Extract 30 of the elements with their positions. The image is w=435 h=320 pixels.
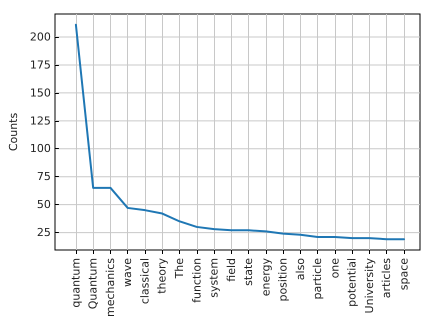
- x-tick-label: function: [190, 258, 204, 303]
- x-tick-label: University: [362, 257, 376, 314]
- x-tick-label: state: [242, 258, 256, 286]
- x-tick-label: Quantum: [86, 258, 100, 310]
- x-tick-label: wave: [121, 258, 134, 287]
- x-tick-label: theory: [156, 257, 169, 294]
- x-tick-label: system: [208, 258, 221, 298]
- x-tick-label: field: [224, 258, 238, 282]
- x-tick-label: The: [173, 258, 186, 280]
- y-tick-label: 100: [30, 142, 51, 156]
- x-tick-label: one: [328, 258, 342, 278]
- x-tick-label: also: [294, 258, 307, 280]
- x-tick-label: potential: [346, 258, 359, 307]
- y-tick-label: 175: [30, 58, 51, 72]
- y-tick-label: 125: [30, 114, 51, 128]
- x-tick-label: energy: [259, 257, 272, 296]
- y-tick-label: 150: [30, 86, 51, 100]
- y-tick-label: 50: [36, 198, 51, 212]
- line-series: [74, 24, 405, 240]
- x-tick-label: articles: [380, 258, 394, 298]
- x-tick-label: position: [276, 258, 290, 302]
- x-tick-label: quantum: [69, 258, 82, 308]
- x-tick-label: mechanics: [104, 258, 117, 318]
- y-tick-label: 75: [36, 170, 51, 184]
- x-tick-label: classical: [138, 258, 152, 304]
- x-tick-label: particle: [311, 258, 324, 300]
- x-tick-label: space: [398, 258, 410, 290]
- y-axis-title: Counts: [7, 112, 20, 152]
- y-tick-label: 25: [36, 226, 51, 240]
- y-tick-label: 200: [30, 30, 51, 44]
